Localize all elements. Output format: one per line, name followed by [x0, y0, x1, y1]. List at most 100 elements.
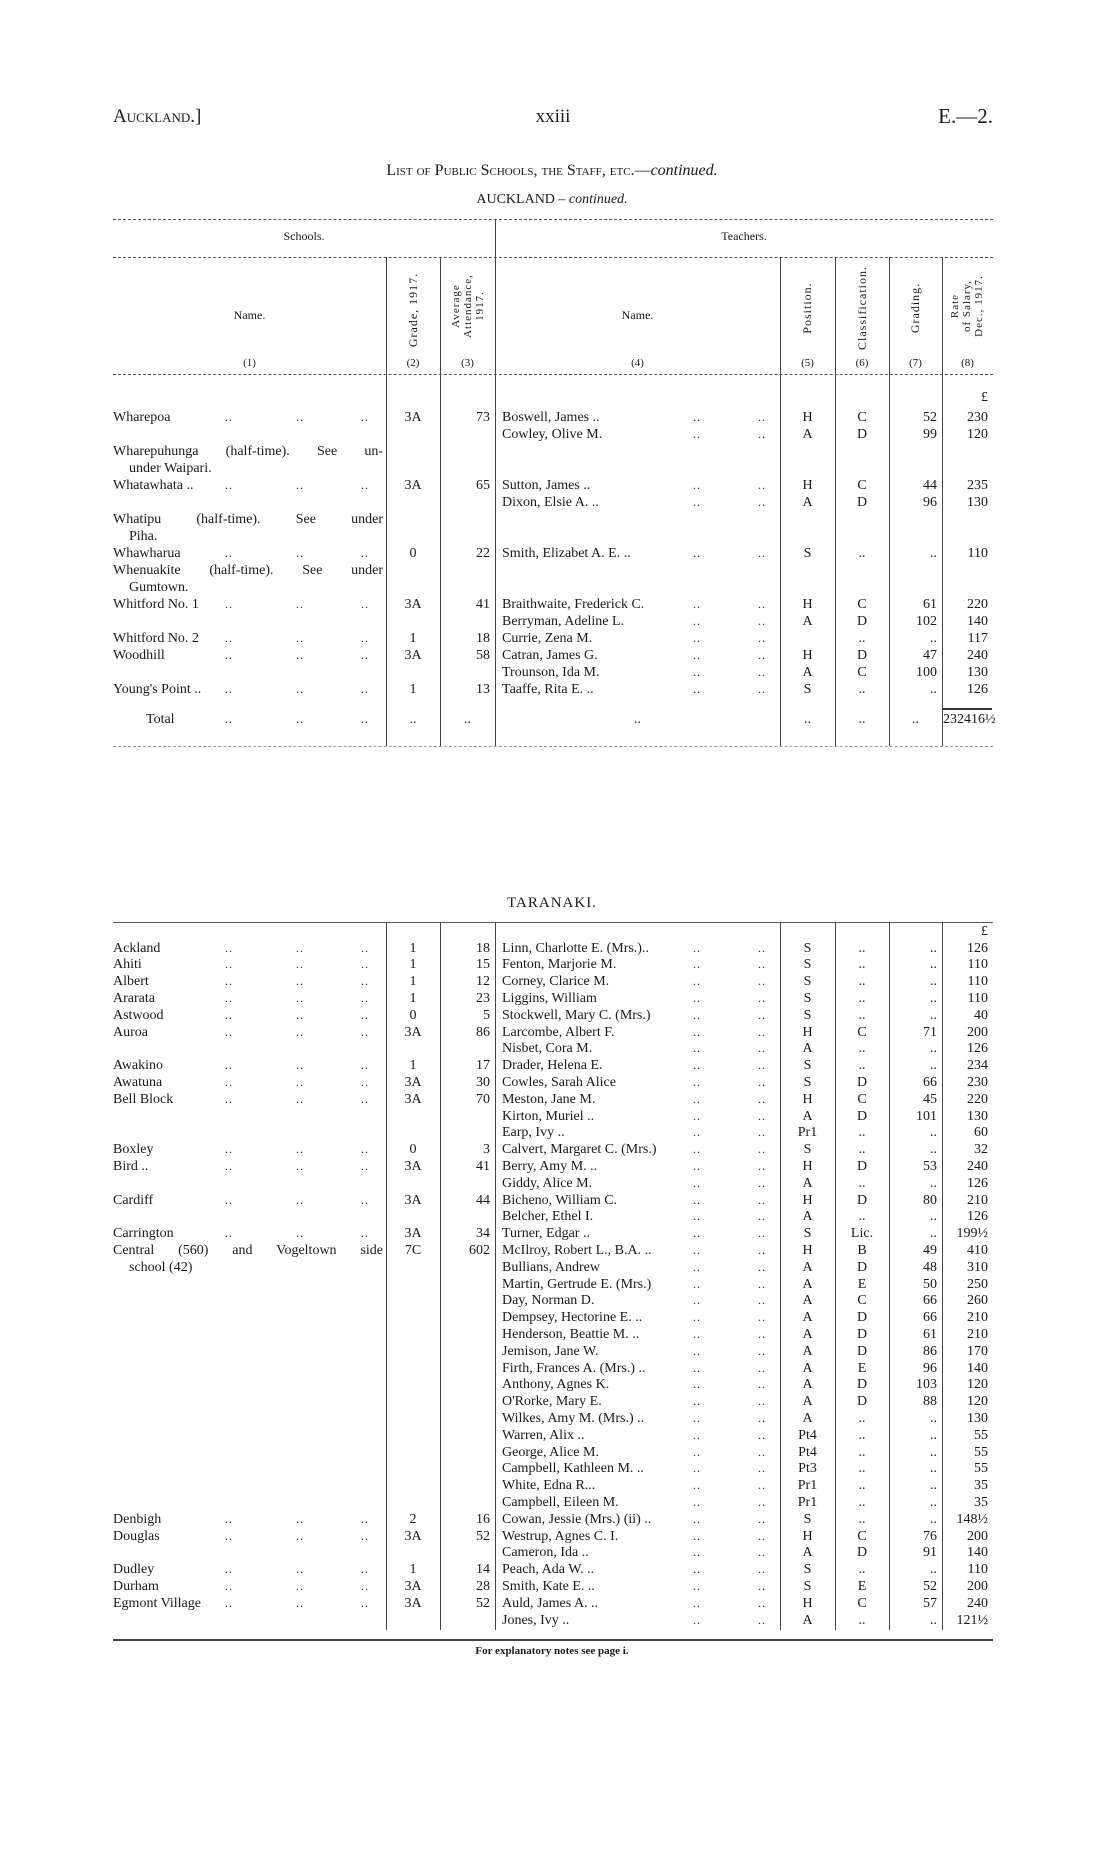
page-number: xxiii [535, 106, 571, 127]
attendance [440, 1326, 490, 1343]
position: A [802, 1360, 813, 1376]
leader-dots: .. [693, 494, 701, 509]
attendance [440, 1494, 490, 1511]
table-row: Nisbet, Cora M. A.... 126.... [0, 1040, 1114, 1057]
leader-dots: .. [361, 477, 369, 492]
leader-dots: .. [361, 1578, 369, 1593]
grading: 96 [923, 1360, 937, 1376]
leader-dots: .. [296, 1158, 304, 1173]
column-number: (3) [461, 357, 474, 369]
attendance: 34 [476, 1226, 490, 1242]
leader-dots: .. [296, 681, 304, 696]
leader-dots: .. [693, 545, 701, 560]
grade [386, 664, 440, 681]
grading: .. [930, 1410, 937, 1426]
salary [942, 460, 988, 477]
school-name: Central (560) and Vogeltown side [113, 1242, 383, 1258]
salary: 210 [967, 1192, 988, 1208]
teacher-name: Larcombe, Albert F. [502, 1024, 615, 1040]
leader-dots: .. [693, 1108, 701, 1123]
leader-dots: .. [296, 712, 304, 726]
attendance [440, 494, 490, 511]
school-name: Gumtown. [129, 579, 189, 595]
salary: 110 [967, 990, 988, 1006]
teacher-name: Catran, James G. [502, 647, 598, 663]
teacher-name: Bullians, Andrew [502, 1259, 600, 1275]
classification: .. [858, 1444, 866, 1460]
leader-dots: .. [758, 1024, 766, 1039]
teacher-name: Stockwell, Mary C. (Mrs.) [502, 1007, 651, 1023]
grade: 3A [404, 1024, 422, 1040]
table-row: Wharepoa 3A 73 Boswell, James .. H C 52 230....… [0, 409, 1114, 426]
classification: .. [858, 1175, 866, 1191]
grade [386, 1309, 440, 1326]
grading: 71 [923, 1024, 937, 1040]
teacher-name: Dempsey, Hectorine E. .. [502, 1310, 643, 1326]
total-row: Total .. .. .. .. .. .. .. .. .. 232416½ [0, 711, 1114, 728]
grade [386, 1108, 440, 1125]
table-row: Jemison, Jane W. A D 86 170.... [0, 1343, 1114, 1360]
column-number: (5) [801, 357, 814, 369]
leader-dots: .. [361, 1024, 369, 1039]
classification: .. [858, 681, 866, 697]
leader-dots: .. [693, 1175, 701, 1190]
grading: 50 [923, 1276, 937, 1292]
leader-dots: .. [693, 477, 701, 492]
leader-dots: .. [225, 1091, 233, 1106]
school-name: Woodhill [113, 647, 165, 663]
classification: D [856, 1259, 868, 1275]
grade [386, 579, 440, 596]
table-row: Gumtown. [0, 579, 1114, 596]
leader-dots: .. [361, 1091, 369, 1106]
leader-dots: .. [758, 940, 766, 955]
school-name: Wharepoa [113, 409, 171, 425]
grading: 91 [923, 1545, 937, 1561]
table-row: Carrington 3A 34 Turner, Edgar .. S Lic... 199… [0, 1225, 1114, 1242]
grading [889, 579, 937, 596]
attendance: 86 [476, 1024, 490, 1040]
school-name: Carrington [113, 1226, 174, 1242]
leader-dots: .. [758, 1108, 766, 1123]
position: A [802, 1326, 813, 1342]
teacher-name: Cowles, Sarah Alice [502, 1074, 616, 1090]
leader-dots: .. [225, 409, 233, 424]
leader-dots: .. [361, 630, 369, 645]
classification: .. [858, 957, 866, 973]
leader-dots: .. [225, 1158, 233, 1173]
grade: 1 [409, 1562, 417, 1578]
grading: 47 [923, 647, 937, 663]
position: A [802, 613, 813, 629]
leader-dots: .. [361, 940, 369, 955]
leader-dots: .. [693, 1192, 701, 1207]
school-name: Cardiff [113, 1192, 154, 1208]
school-name: Dudley [113, 1562, 155, 1578]
grade: 2 [409, 1511, 417, 1527]
teacher-name: Cowley, Olive M. [502, 426, 603, 442]
grade [386, 1292, 440, 1309]
footnote: For explanatory notes see page i. [475, 1645, 629, 1657]
position: S [803, 1058, 812, 1074]
attendance: 16 [476, 1511, 490, 1527]
grade [386, 1124, 440, 1141]
column-header-attendance: Average Attendance, 1917. [450, 246, 486, 366]
attendance [440, 528, 490, 545]
grade [386, 1393, 440, 1410]
teacher-name: Trounson, Ida M. [502, 664, 600, 680]
school-name: Whatipu (half-time). See under [113, 511, 383, 527]
salary: 130 [967, 664, 988, 680]
school-name: Auroa [113, 1024, 148, 1040]
leader-dots: .. [693, 1343, 701, 1358]
grade [386, 1544, 440, 1561]
grading: 103 [916, 1377, 937, 1393]
attendance: 3 [483, 1142, 490, 1158]
classification: D [856, 1545, 868, 1561]
salary [942, 562, 988, 579]
leader-dots: .. [361, 681, 369, 696]
salary: 140 [967, 1545, 988, 1561]
leader-dots: .. [758, 1326, 766, 1341]
classification: E [857, 1276, 867, 1292]
grade: 0 [409, 1007, 417, 1023]
position: S [803, 940, 812, 956]
leader-dots: .. [758, 545, 766, 560]
salary: 120 [967, 426, 988, 442]
